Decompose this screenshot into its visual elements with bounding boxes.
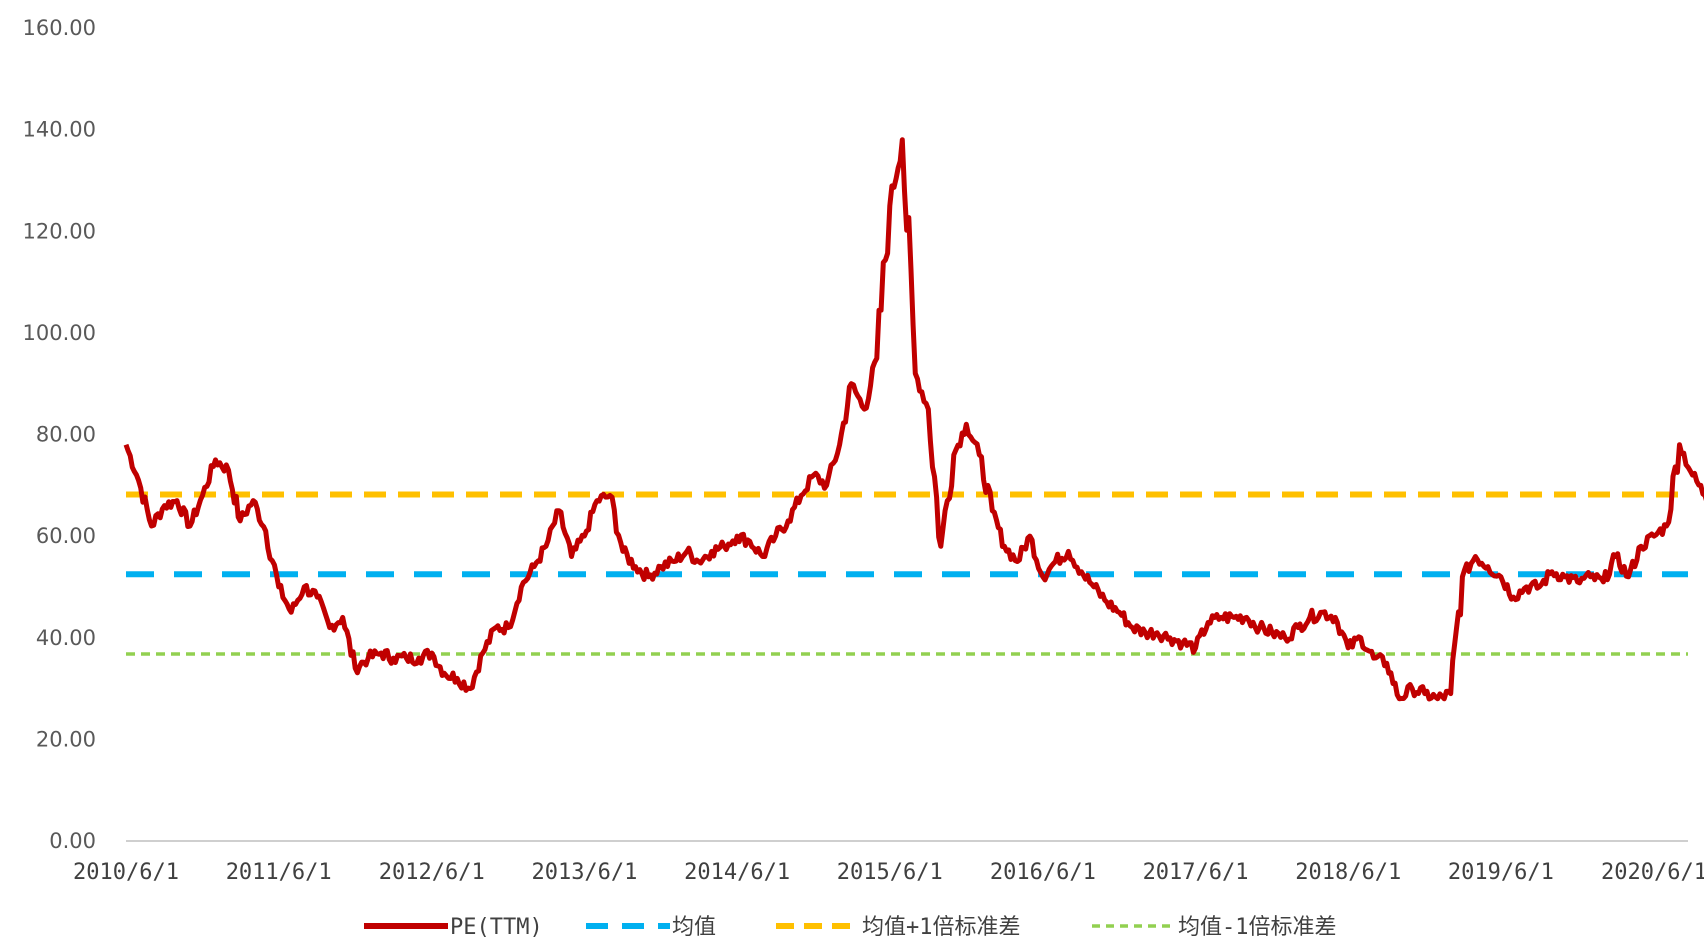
x-tick-label: 2017/6/1 (1143, 860, 1249, 885)
legend: PE(TTM) 均值 均值+1倍标准差 均值-1倍标准差 (364, 915, 1337, 940)
y-tick-label: 20.00 (36, 727, 96, 751)
y-tick-label: 60.00 (36, 524, 96, 548)
y-tick-label: 140.00 (23, 118, 96, 142)
x-tick-label: 2013/6/1 (531, 860, 637, 885)
x-tick-label: 2015/6/1 (837, 860, 943, 885)
x-tick-label: 2020/6/1 (1601, 860, 1704, 885)
legend-label: 均值+1倍标准差 (862, 915, 1021, 940)
pe-ttm-series-line (123, 137, 1704, 702)
y-tick-label: 80.00 (36, 423, 96, 447)
legend-label: 均值 (672, 915, 716, 940)
series-layer (123, 137, 1704, 702)
reference-lines (126, 491, 1688, 656)
y-tick-label: 40.00 (36, 626, 96, 650)
x-axis: 2010/6/1 2011/6/1 2012/6/1 2013/6/1 2014/6/1… (73, 840, 1704, 885)
y-tick-label: 100.00 (23, 321, 96, 345)
x-tick-label: 2014/6/1 (684, 860, 790, 885)
x-tick-label: 2010/6/1 (73, 860, 179, 885)
legend-label: 均值-1倍标准差 (1178, 915, 1337, 940)
x-tick-label: 2019/6/1 (1448, 860, 1554, 885)
y-tick-label: 160.00 (23, 16, 96, 40)
y-tick-label: 0.00 (49, 829, 96, 853)
y-tick-label: 120.00 (23, 219, 96, 243)
y-axis: 0.00 20.00 40.00 60.00 80.00 100.00 120.00 140.… (23, 16, 96, 853)
x-tick-label: 2018/6/1 (1295, 860, 1401, 885)
x-tick-label: 2011/6/1 (226, 860, 332, 885)
legend-label: PE(TTM) (450, 915, 543, 940)
x-tick-label: 2012/6/1 (379, 860, 485, 885)
x-tick-label: 2016/6/1 (990, 860, 1096, 885)
